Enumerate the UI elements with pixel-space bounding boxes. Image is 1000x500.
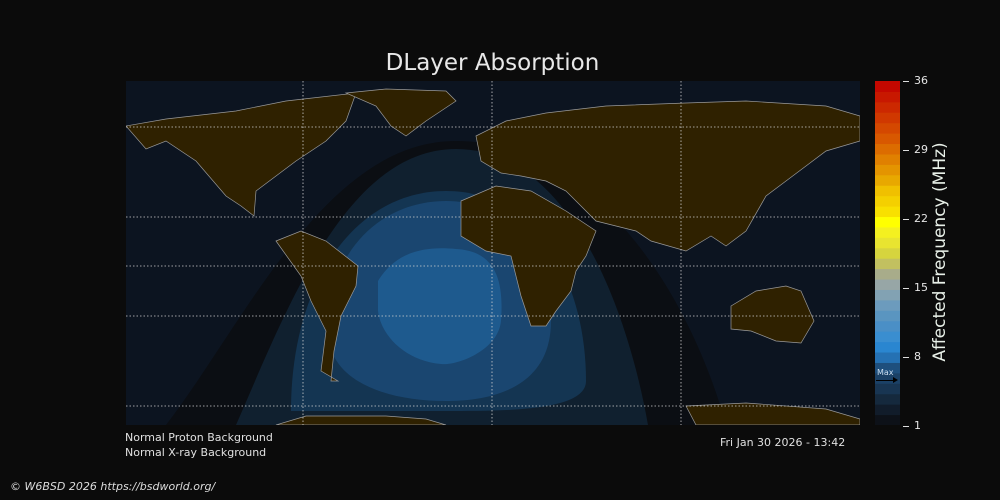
colorbar-tick: 36 [903, 74, 928, 87]
colorbar-segment [875, 331, 900, 343]
max-marker-label: Max [877, 368, 894, 377]
colorbar-segment [875, 122, 900, 134]
colorbar-segment [875, 341, 900, 353]
colorbar-tick: 8 [903, 350, 921, 363]
continents [126, 88, 860, 425]
colorbar-segment [875, 414, 900, 425]
colorbar-segment [875, 153, 900, 165]
gridlines [126, 81, 860, 425]
xray-status: Normal X-ray Background [125, 446, 267, 459]
chart-title: DLayer Absorption [385, 50, 600, 76]
colorbar-segment [875, 174, 900, 186]
timestamp: Fri Jan 30 2026 - 13:42 [720, 436, 846, 449]
colorbar-segment [875, 289, 900, 301]
colorbar-tick: 15 [903, 281, 928, 294]
colorbar-tick: 22 [903, 212, 928, 225]
copyright: © W6BSD 2026 https://bsdworld.org/ [10, 480, 216, 493]
proton-status: Normal Proton Background [125, 431, 273, 444]
colorbar-label: Affected Frequency (MHz) [930, 142, 950, 362]
colorbar-segment [875, 268, 900, 280]
colorbar [875, 81, 900, 425]
colorbar-segment [875, 404, 900, 416]
colorbar-segment [875, 226, 900, 238]
colorbar-segment [875, 143, 900, 155]
colorbar-segment [875, 299, 900, 311]
colorbar-segment [875, 185, 900, 197]
colorbar-segment [875, 195, 900, 207]
absorption-map [126, 81, 860, 425]
colorbar-segment [875, 372, 900, 384]
colorbar-segment [875, 206, 900, 218]
colorbar-segment [875, 258, 900, 270]
max-arrow-icon [876, 377, 898, 383]
colorbar-tick: 29 [903, 143, 928, 156]
colorbar-segment [875, 133, 900, 145]
colorbar-tick: 1 [903, 419, 921, 432]
colorbar-segment [875, 310, 900, 322]
colorbar-segment [875, 393, 900, 405]
colorbar-segment [875, 383, 900, 395]
absorption-contours [166, 141, 726, 425]
colorbar-segment [875, 352, 900, 363]
colorbar-segment [875, 320, 900, 332]
colorbar-segment [875, 237, 900, 249]
colorbar-segment [875, 164, 900, 176]
colorbar-segment [875, 247, 900, 259]
colorbar-segment [875, 81, 900, 92]
colorbar-segment [875, 216, 900, 228]
colorbar-segment [875, 91, 900, 103]
colorbar-segment [875, 112, 900, 124]
colorbar-segment [875, 362, 900, 374]
colorbar-segment [875, 101, 900, 113]
colorbar-segment [875, 279, 900, 290]
